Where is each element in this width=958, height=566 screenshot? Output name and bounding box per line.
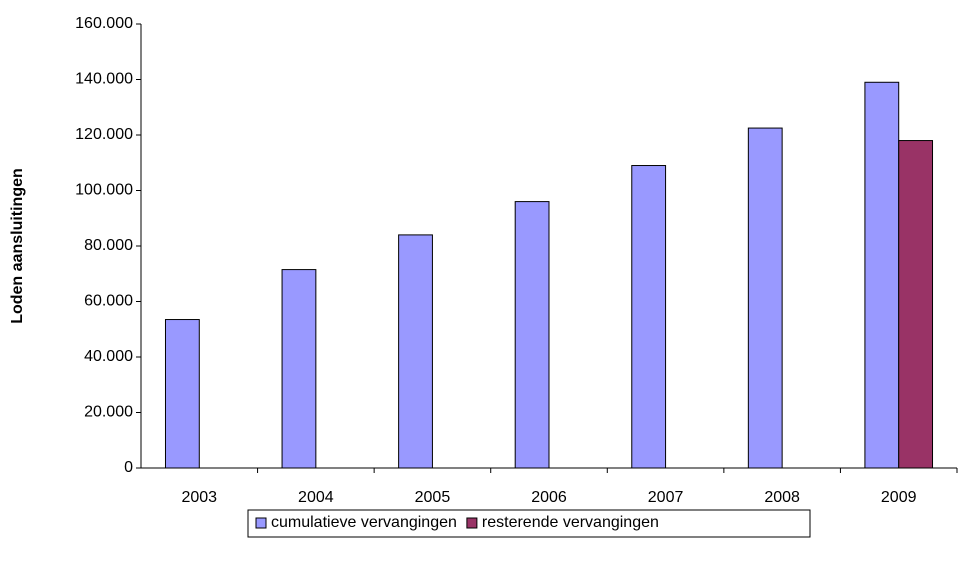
legend-swatch xyxy=(466,517,478,529)
y-tick-label: 0 xyxy=(124,459,133,476)
y-tick-label: 80.000 xyxy=(84,237,133,254)
y-tick-label: 100.000 xyxy=(75,182,133,199)
bar xyxy=(514,201,550,469)
bar xyxy=(164,319,200,469)
y-axis-label: Loden aansluitingen xyxy=(9,168,26,324)
bar xyxy=(898,140,934,469)
bar xyxy=(281,269,317,469)
x-tick-label: 2005 xyxy=(415,489,451,506)
legend-label: cumulatieve vervangingen xyxy=(271,514,457,531)
bar xyxy=(631,165,667,469)
x-tick-label: 2009 xyxy=(881,489,917,506)
x-tick-label: 2007 xyxy=(648,489,684,506)
x-tick-label: 2003 xyxy=(181,489,217,506)
bar xyxy=(398,234,433,469)
x-tick-label: 2006 xyxy=(531,489,567,506)
y-tick-label: 20.000 xyxy=(84,404,133,421)
bar xyxy=(864,81,900,469)
bar xyxy=(747,127,783,469)
legend-box xyxy=(247,509,811,538)
y-tick-label: 40.000 xyxy=(84,348,133,365)
legend-swatch xyxy=(255,517,267,529)
y-tick-label: 140.000 xyxy=(75,71,133,88)
y-tick-label: 60.000 xyxy=(84,293,133,310)
y-tick-label: 120.000 xyxy=(75,126,133,143)
x-tick-label: 2008 xyxy=(764,489,800,506)
y-tick-label: 160.000 xyxy=(75,15,133,32)
legend-label: resterende vervangingen xyxy=(482,514,659,531)
x-tick-label: 2004 xyxy=(298,489,334,506)
